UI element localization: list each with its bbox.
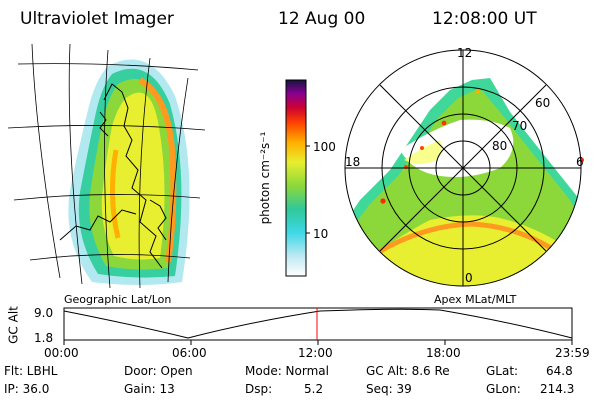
status-glat: GLat:	[486, 364, 519, 378]
xtick-0600: 06:00	[172, 346, 207, 360]
status-gc-altitude: GC Alt: 8.6 Re	[366, 364, 450, 378]
status-gain: Gain: 13	[124, 382, 175, 396]
polar-image	[345, 78, 584, 286]
status-glon: GLon:	[486, 382, 521, 396]
altitude-ylabel: GC Alt	[6, 306, 21, 344]
mlat-label-70: 70	[512, 119, 528, 133]
colorbar-scale	[285, 79, 307, 277]
mlt-label-12: 12	[457, 46, 473, 60]
instrument-title: Ultraviolet Imager	[20, 9, 174, 29]
xtick-2359: 23:59	[555, 346, 590, 360]
mlt-label-0: 0	[465, 271, 473, 285]
mlat-label-60: 60	[535, 96, 551, 110]
date-label: 12 Aug 00	[278, 9, 366, 29]
status-dsp: Dsp:	[245, 382, 273, 396]
colorbar-tick-10: 10	[313, 227, 329, 241]
geo-caption: Geographic Lat/Lon	[64, 293, 171, 306]
xtick-1800: 18:00	[426, 346, 461, 360]
status-filter: Flt: LBHL	[4, 364, 58, 378]
mlt-label-6: 6	[576, 155, 584, 169]
altitude-ymax: 9.0	[34, 306, 54, 320]
colorbar-unit-label: photon cm⁻²s⁻¹	[258, 131, 272, 225]
mlat-label-80: 80	[492, 139, 508, 153]
xtick-0000: 00:00	[44, 346, 79, 360]
status-glon-value: 214.3	[540, 382, 575, 396]
colorbar-ticks	[306, 145, 310, 234]
status-ip: IP: 36.0	[4, 382, 50, 396]
status-dsp-value: 5.2	[304, 382, 324, 396]
altitude-curve	[63, 308, 573, 339]
geographic-image	[7, 43, 206, 289]
time-label: 12:08:00 UT	[432, 9, 537, 29]
status-glat-value: 64.8	[546, 364, 573, 378]
status-sequence: Seq: 39	[366, 382, 412, 396]
altitude-frame	[63, 307, 573, 341]
status-door: Door: Open	[124, 364, 193, 378]
altitude-ticks	[63, 340, 573, 345]
altitude-ymin: 1.8	[34, 331, 54, 345]
mlt-label-18: 18	[345, 155, 361, 169]
colorbar-tick-100: 100	[313, 140, 336, 154]
xtick-1200: 12:00	[298, 346, 333, 360]
polar-grid	[344, 49, 582, 287]
status-mode: Mode: Normal	[245, 364, 329, 378]
polar-caption: Apex MLat/MLT	[434, 293, 517, 306]
